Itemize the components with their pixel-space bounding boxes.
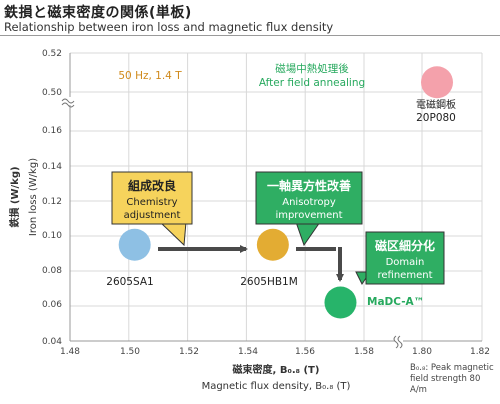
chart-title-jp: 鉄損と磁束密度の関係(単板)	[4, 5, 192, 21]
callout-chemistry-adjustment: 組成改良 Chemistry adjustment	[111, 171, 193, 247]
x-break-mark-2	[397, 335, 403, 349]
after-annealing-label-en: After field annealing	[259, 77, 365, 89]
y-tick-label: 0.14	[42, 162, 62, 172]
point-label-2605sa1: 2605SA1	[106, 276, 153, 288]
y-break-mark-2	[61, 102, 75, 108]
point-20p080	[421, 66, 453, 99]
x-tick-label: 1.80	[412, 347, 432, 357]
x-tick-label: 1.48	[60, 347, 80, 357]
after-annealing-label-jp: 磁場中熱処理後	[275, 62, 349, 75]
callout-pointer	[295, 221, 321, 247]
chart-title-en: Relationship between iron loss and magne…	[4, 20, 334, 34]
callout-text-en: refinement	[378, 270, 433, 281]
x-tick-label: 1.82	[470, 347, 490, 357]
axes	[60, 53, 482, 349]
callout-box	[365, 231, 445, 285]
callout-anisotropy-improvement: 一軸異方性改善 Anisotropy improvement	[255, 171, 363, 247]
y-tick-label: 0.16	[42, 126, 62, 136]
footnote: B₀.₈: Peak magnetic field strength 80 A/…	[410, 363, 500, 396]
y-tick-label: 0.06	[42, 300, 62, 310]
data-points	[118, 66, 453, 319]
x-tick-labels: 1.48 1.50 1.52 1.54 1.56 1.58 1.80 1.82	[60, 347, 490, 357]
callout-box	[111, 171, 193, 225]
x-tick-label: 1.52	[179, 347, 199, 357]
y-tick-label: 0.04	[42, 337, 62, 347]
x-break-mark-1	[393, 335, 399, 349]
x-axis-title-en: Magnetic flux density, B₀.₈ (T)	[202, 381, 351, 392]
callout-title-jp: 磁区細分化	[374, 238, 435, 253]
y-tick-labels: 0.52 0.50 0.16 0.14 0.12 0.10 0.08 0.06 …	[42, 49, 62, 347]
x-tick-label: 1.54	[238, 347, 258, 357]
callout-text-en: Domain	[386, 257, 425, 268]
y-axis-title-en: Iron loss (W/kg)	[28, 158, 39, 236]
point-label-2605hb1m: 2605HB1M	[240, 276, 298, 288]
y-tick-label: 0.52	[42, 49, 62, 59]
callout-text-en: improvement	[275, 210, 342, 221]
callout-title-jp: 一軸異方性改善	[267, 178, 351, 193]
callout-domain-refinement: 磁区細分化 Domain refinement	[355, 231, 445, 285]
x-tick-label: 1.50	[120, 347, 140, 357]
point-label-20p080-jp: 電磁鋼板	[416, 98, 456, 111]
condition-label: 50 Hz, 1.4 T	[118, 70, 182, 82]
title-divider	[0, 35, 500, 36]
y-tick-label: 0.10	[42, 231, 62, 241]
point-label-20p080: 20P080	[416, 112, 456, 124]
callout-title-jp: 組成改良	[128, 178, 176, 193]
point-label-madc-a: MaDC-A™	[367, 296, 424, 308]
y-tick-label: 0.08	[42, 266, 62, 276]
callout-text-en: adjustment	[124, 210, 181, 221]
x-tick-label: 1.58	[354, 347, 374, 357]
callout-text-en: Chemistry	[126, 197, 177, 208]
x-axis-title-jp: 磁束密度, B₀.₈ (T)	[233, 363, 320, 376]
point-2605sa1	[118, 228, 151, 261]
y-tick-label: 0.50	[42, 88, 62, 98]
y-break-gap	[60, 97, 80, 105]
callout-box	[255, 171, 363, 225]
point-madc-a	[324, 286, 357, 319]
footnote-line: field strength 80 A/m	[410, 374, 481, 395]
callout-pointer	[158, 221, 187, 247]
y-axis-title-jp: 鉄損 (W/kg)	[8, 166, 21, 227]
y-break-mark-1	[61, 98, 75, 104]
callout-text-en: Anisotropy	[282, 197, 336, 208]
footnote-line: B₀.₈: Peak magnetic	[410, 363, 494, 373]
x-tick-label: 1.56	[295, 347, 315, 357]
point-2605hb1m	[256, 228, 289, 261]
y-tick-label: 0.12	[42, 197, 62, 207]
